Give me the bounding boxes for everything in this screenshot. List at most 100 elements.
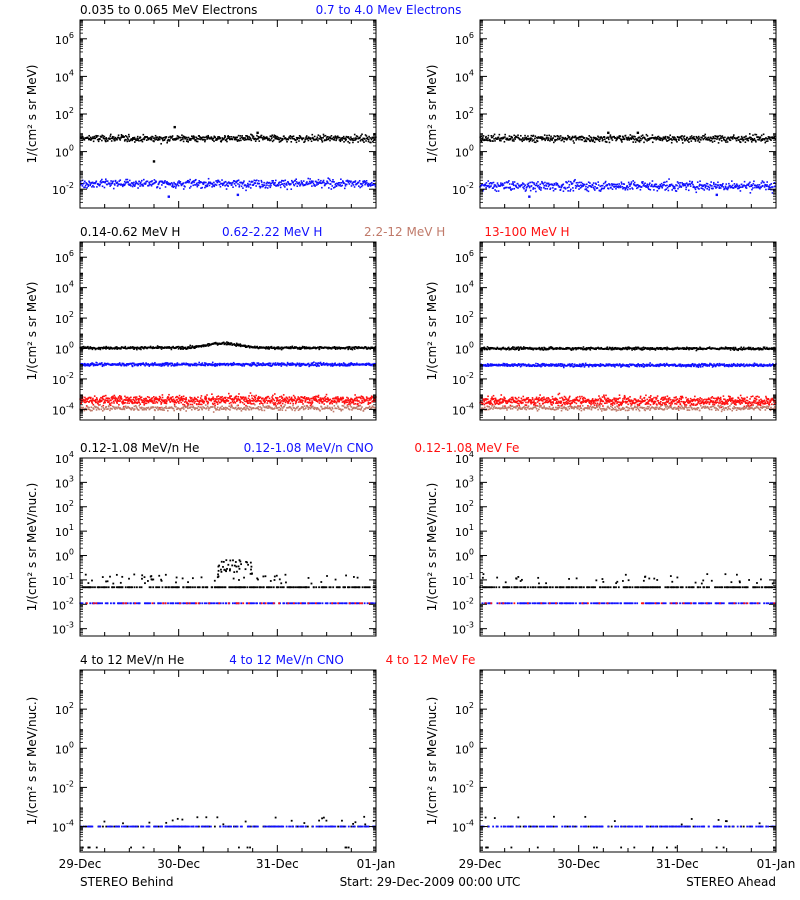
data-point	[163, 347, 166, 349]
data-point	[719, 184, 722, 187]
data-point	[611, 188, 614, 191]
data-point	[334, 347, 337, 350]
data-point	[283, 184, 285, 187]
plot-frame	[479, 19, 777, 209]
data-point	[369, 399, 371, 401]
data-point	[95, 135, 98, 137]
data-point	[154, 134, 157, 137]
data-point	[101, 134, 103, 137]
data-point	[227, 343, 230, 346]
data-point	[251, 135, 254, 137]
data-point	[581, 185, 584, 187]
data-point	[298, 140, 300, 142]
data-point	[742, 186, 744, 188]
y-axis-label: 1/(cm² s sr MeV)	[425, 65, 439, 164]
data-point	[365, 137, 368, 140]
data-point	[764, 137, 766, 140]
data-point	[185, 363, 188, 366]
data-point	[360, 402, 363, 404]
data-point	[317, 394, 320, 397]
data-point	[281, 183, 284, 185]
data-point	[252, 184, 255, 186]
data-point	[301, 345, 304, 348]
data-point	[315, 365, 318, 368]
data-point	[182, 188, 185, 190]
data-point	[90, 396, 92, 399]
data-point	[311, 362, 314, 364]
data-point	[173, 181, 175, 184]
data-point	[262, 137, 264, 140]
data-point	[241, 396, 243, 399]
data-point	[195, 362, 197, 365]
data-point	[541, 138, 543, 141]
data-point	[153, 400, 156, 402]
data-point	[524, 190, 527, 192]
data-point	[167, 396, 170, 399]
data-point	[176, 137, 178, 139]
data-point	[88, 181, 91, 184]
data-point	[289, 402, 292, 405]
data-point	[134, 184, 136, 186]
data-point	[570, 182, 573, 185]
data-point	[266, 363, 268, 365]
data-point	[321, 141, 324, 143]
data-point	[714, 183, 717, 186]
data-point	[137, 187, 139, 189]
data-point	[767, 185, 769, 188]
data-point	[614, 185, 617, 188]
data-point	[95, 401, 98, 403]
data-point	[227, 341, 229, 344]
data-point	[674, 138, 677, 141]
data-point	[213, 140, 215, 143]
data-point	[300, 362, 303, 365]
data-point	[522, 183, 525, 185]
data-point	[285, 399, 288, 402]
data-point	[122, 401, 125, 404]
data-point	[280, 346, 282, 349]
data-point	[298, 137, 301, 140]
data-point	[694, 140, 697, 142]
data-point	[173, 185, 176, 188]
data-point	[623, 183, 626, 185]
data-point	[286, 140, 288, 143]
data-point	[270, 135, 272, 138]
data-point	[126, 178, 129, 181]
data-point	[633, 184, 635, 186]
data-point	[126, 399, 129, 401]
data-point	[336, 363, 339, 366]
data-point	[84, 407, 87, 410]
data-point	[239, 396, 242, 398]
data-point	[515, 186, 518, 189]
data-point	[282, 138, 284, 141]
data-point	[280, 181, 282, 183]
data-point	[283, 135, 285, 137]
data-point	[305, 182, 308, 184]
data-point	[86, 364, 88, 367]
data-point	[145, 180, 148, 183]
data-point	[105, 397, 108, 399]
data-point	[302, 362, 305, 365]
data-point	[249, 392, 252, 394]
data-point	[577, 181, 579, 184]
data-point	[341, 180, 344, 182]
data-point	[584, 188, 587, 191]
data-point	[646, 183, 649, 186]
data-point	[249, 137, 252, 140]
data-point	[607, 138, 610, 141]
data-point	[348, 362, 350, 365]
data-point	[346, 136, 349, 138]
data-point	[115, 347, 117, 349]
data-point	[249, 136, 251, 139]
data-point	[604, 138, 606, 141]
data-point	[124, 405, 127, 408]
data-point	[505, 181, 508, 183]
data-point	[278, 181, 281, 184]
data-point	[216, 180, 218, 182]
data-point	[270, 182, 273, 185]
data-point	[218, 401, 221, 404]
data-point	[610, 136, 612, 138]
data-point	[210, 183, 213, 185]
data-point	[133, 138, 135, 140]
data-point	[750, 184, 753, 186]
data-point	[370, 396, 372, 399]
